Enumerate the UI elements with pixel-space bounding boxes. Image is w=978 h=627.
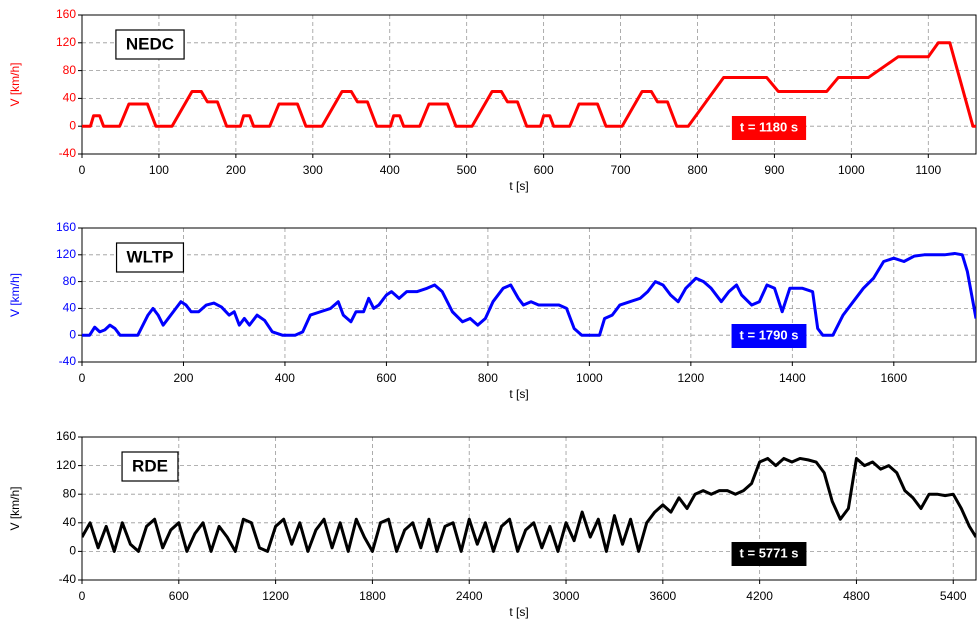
x-axis-label: t [s] <box>509 387 528 401</box>
y-tick-label: 80 <box>63 63 77 77</box>
x-tick-label: 400 <box>380 163 400 177</box>
y-tick-label: 80 <box>63 274 77 288</box>
x-tick-label: 1400 <box>779 371 806 385</box>
chart-title: RDE <box>132 456 168 475</box>
x-tick-label: 5400 <box>940 589 967 603</box>
x-tick-label: 900 <box>764 163 784 177</box>
x-tick-label: 3600 <box>649 589 676 603</box>
x-axis-label: t [s] <box>509 179 528 193</box>
y-tick-label: -40 <box>59 146 77 160</box>
x-tick-label: 500 <box>457 163 477 177</box>
x-tick-label: 400 <box>275 371 295 385</box>
x-tick-label: 700 <box>611 163 631 177</box>
plot-frame <box>81 227 977 363</box>
x-tick-label: 1600 <box>880 371 907 385</box>
title-box <box>115 242 185 273</box>
x-tick-label: 600 <box>169 589 189 603</box>
x-axis-label: t [s] <box>509 605 528 619</box>
x-tick-label: 1200 <box>678 371 705 385</box>
y-tick-label: 40 <box>63 515 77 529</box>
data-line <box>82 41 976 128</box>
y-tick-label: -40 <box>59 354 77 368</box>
y-axis-label: V [km/h] <box>8 273 22 317</box>
x-tick-label: 200 <box>173 371 193 385</box>
y-tick-label: 120 <box>56 458 76 472</box>
chart-title: WLTP <box>127 247 174 266</box>
x-tick-label: 0 <box>79 371 86 385</box>
x-tick-label: 300 <box>303 163 323 177</box>
x-tick-label: 800 <box>687 163 707 177</box>
y-axis-label: V [km/h] <box>8 62 22 106</box>
x-tick-label: 0 <box>79 589 86 603</box>
annotation: t = 1180 s <box>740 119 798 134</box>
annotation: t = 5771 s <box>740 545 799 560</box>
title-box <box>115 29 185 60</box>
x-tick-label: 600 <box>376 371 396 385</box>
plot-frame <box>81 436 977 581</box>
x-tick-label: 2400 <box>456 589 483 603</box>
x-tick-label: 4800 <box>843 589 870 603</box>
y-tick-label: 160 <box>56 7 76 21</box>
x-tick-label: 800 <box>478 371 498 385</box>
annotation: t = 1790 s <box>740 327 799 342</box>
x-tick-label: 200 <box>226 163 246 177</box>
title-box <box>121 451 179 482</box>
y-tick-label: 0 <box>69 327 76 341</box>
x-tick-label: 0 <box>79 163 86 177</box>
y-tick-label: 120 <box>56 247 76 261</box>
x-tick-label: 1100 <box>915 163 941 177</box>
x-tick-label: 1800 <box>359 589 386 603</box>
y-tick-label: 40 <box>63 91 77 105</box>
y-tick-label: 0 <box>69 544 76 558</box>
x-tick-label: 100 <box>149 163 169 177</box>
x-tick-label: 1000 <box>838 163 865 177</box>
annotation-box <box>731 324 807 348</box>
x-tick-label: 3000 <box>553 589 580 603</box>
x-tick-label: 1000 <box>576 371 603 385</box>
y-tick-label: 160 <box>56 220 76 234</box>
y-tick-label: -40 <box>59 572 77 586</box>
y-tick-label: 0 <box>69 118 76 132</box>
y-tick-label: 120 <box>56 35 76 49</box>
x-tick-label: 4200 <box>746 589 773 603</box>
x-tick-label: 600 <box>534 163 554 177</box>
annotation-box <box>731 542 807 566</box>
chart-title: NEDC <box>126 34 174 53</box>
data-line <box>82 251 976 337</box>
y-tick-label: 80 <box>63 486 77 500</box>
y-tick-label: 160 <box>56 429 76 443</box>
plot-frame <box>81 14 977 155</box>
y-axis-label: V [km/h] <box>8 486 22 530</box>
y-tick-label: 40 <box>63 301 77 315</box>
annotation-box <box>731 116 807 140</box>
x-tick-label: 1200 <box>262 589 289 603</box>
data-line <box>82 456 976 553</box>
